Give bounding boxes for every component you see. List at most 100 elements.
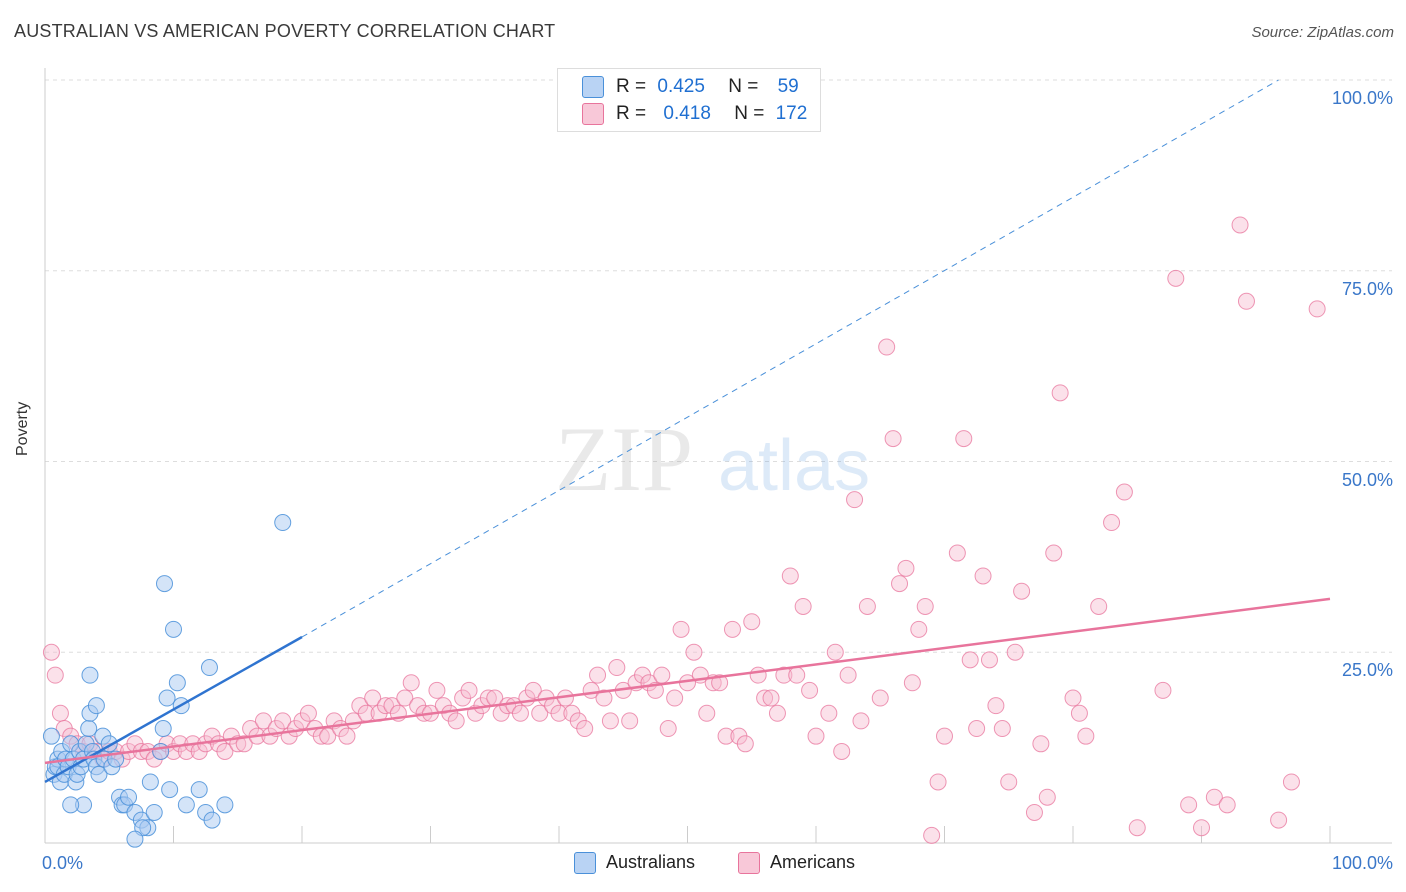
american-point xyxy=(1308,300,1326,318)
american-point xyxy=(743,613,761,631)
american-point xyxy=(1064,689,1082,707)
american-point xyxy=(1090,597,1108,615)
american-point xyxy=(608,659,626,677)
american-point xyxy=(788,666,806,684)
legend-row-americans: R = 0.418 N = 172 xyxy=(582,103,807,125)
american-point xyxy=(1167,269,1185,287)
legend-row-australians: R = 0.425 N = 59 xyxy=(582,76,799,98)
american-point xyxy=(756,689,774,707)
american-point xyxy=(550,704,568,722)
american-point xyxy=(1103,514,1121,532)
american-point xyxy=(1006,643,1024,661)
american-point xyxy=(364,689,382,707)
australian-point xyxy=(200,659,218,677)
australian-point xyxy=(165,620,182,638)
australians-points xyxy=(42,514,292,848)
american-point xyxy=(1070,704,1088,722)
american-point xyxy=(1282,773,1300,791)
australian-point xyxy=(141,773,159,791)
american-point xyxy=(511,704,529,722)
american-point xyxy=(974,567,992,585)
american-point xyxy=(274,712,292,730)
y-tick-label: 25.0% xyxy=(1341,660,1393,681)
american-point xyxy=(846,491,864,509)
american-point xyxy=(762,689,780,707)
american-point xyxy=(1128,819,1146,837)
american-point xyxy=(428,681,446,699)
americans-trend-line xyxy=(44,597,1331,765)
american-point xyxy=(993,720,1011,738)
american-point xyxy=(801,681,819,699)
americans-points xyxy=(42,216,1326,844)
american-point xyxy=(1025,803,1043,821)
american-point xyxy=(884,430,902,448)
american-point xyxy=(1270,811,1288,829)
pink-swatch-icon xyxy=(582,103,604,125)
american-point xyxy=(576,720,594,738)
american-point xyxy=(968,720,986,738)
australian-point xyxy=(120,788,138,806)
american-point xyxy=(653,666,671,684)
american-point xyxy=(1205,788,1223,806)
american-point xyxy=(980,651,998,669)
american-point xyxy=(46,666,64,684)
american-point xyxy=(460,681,478,699)
american-point xyxy=(338,727,356,745)
american-point xyxy=(447,712,465,730)
american-point xyxy=(299,704,317,722)
american-point xyxy=(42,643,60,661)
american-point xyxy=(1237,292,1255,310)
american-point xyxy=(659,720,677,738)
american-point xyxy=(666,689,684,707)
x-tick-label-max: 100.0% xyxy=(1331,853,1393,873)
watermark-zip: ZIP xyxy=(555,408,693,510)
american-point xyxy=(1218,796,1236,814)
american-point xyxy=(910,620,928,638)
australians-trend-extension xyxy=(301,79,1279,638)
y-tick-label: 100.0% xyxy=(1331,88,1393,108)
y-tick-label: 50.0% xyxy=(1341,469,1393,490)
australian-point xyxy=(156,575,174,593)
australians-r-value: 0.425 xyxy=(657,76,705,98)
american-point xyxy=(1193,819,1210,837)
american-point xyxy=(589,666,607,684)
australian-point xyxy=(80,720,98,738)
chart-title: AUSTRALIAN VS AMERICAN POVERTY CORRELATI… xyxy=(14,21,556,41)
x-tick-label-min: 0.0% xyxy=(42,853,84,873)
american-point xyxy=(961,651,979,669)
american-point xyxy=(1154,681,1172,699)
australian-point xyxy=(42,727,60,745)
american-point xyxy=(672,620,690,638)
bottom-legend-australians: Australians xyxy=(574,852,695,875)
australian-point xyxy=(203,811,221,829)
american-point xyxy=(524,681,542,699)
australian-point xyxy=(177,796,195,814)
american-point xyxy=(794,597,812,615)
american-point xyxy=(948,544,966,562)
american-point xyxy=(1013,582,1031,600)
american-point xyxy=(820,704,838,722)
trend-lines xyxy=(44,79,1331,784)
american-point xyxy=(871,689,889,707)
american-point xyxy=(903,674,921,692)
american-point xyxy=(711,674,729,692)
american-point xyxy=(916,597,934,615)
australian-point xyxy=(274,514,292,532)
american-point xyxy=(621,712,639,730)
australian-point xyxy=(161,781,179,799)
american-point xyxy=(936,727,953,745)
american-point xyxy=(254,712,272,730)
american-point xyxy=(595,689,613,707)
gridlines xyxy=(45,79,1392,653)
americans-swatch-icon xyxy=(738,852,760,875)
american-point xyxy=(833,742,851,760)
blue-swatch-icon xyxy=(582,76,604,98)
correlation-legend: R = 0.425 N = 59 R = 0.418 N = 172 xyxy=(557,68,821,132)
american-point xyxy=(878,338,896,356)
american-point xyxy=(396,689,414,707)
american-point xyxy=(216,742,234,760)
american-point xyxy=(717,727,735,745)
americans-r-value: 0.418 xyxy=(663,103,711,125)
american-point xyxy=(1000,773,1018,791)
